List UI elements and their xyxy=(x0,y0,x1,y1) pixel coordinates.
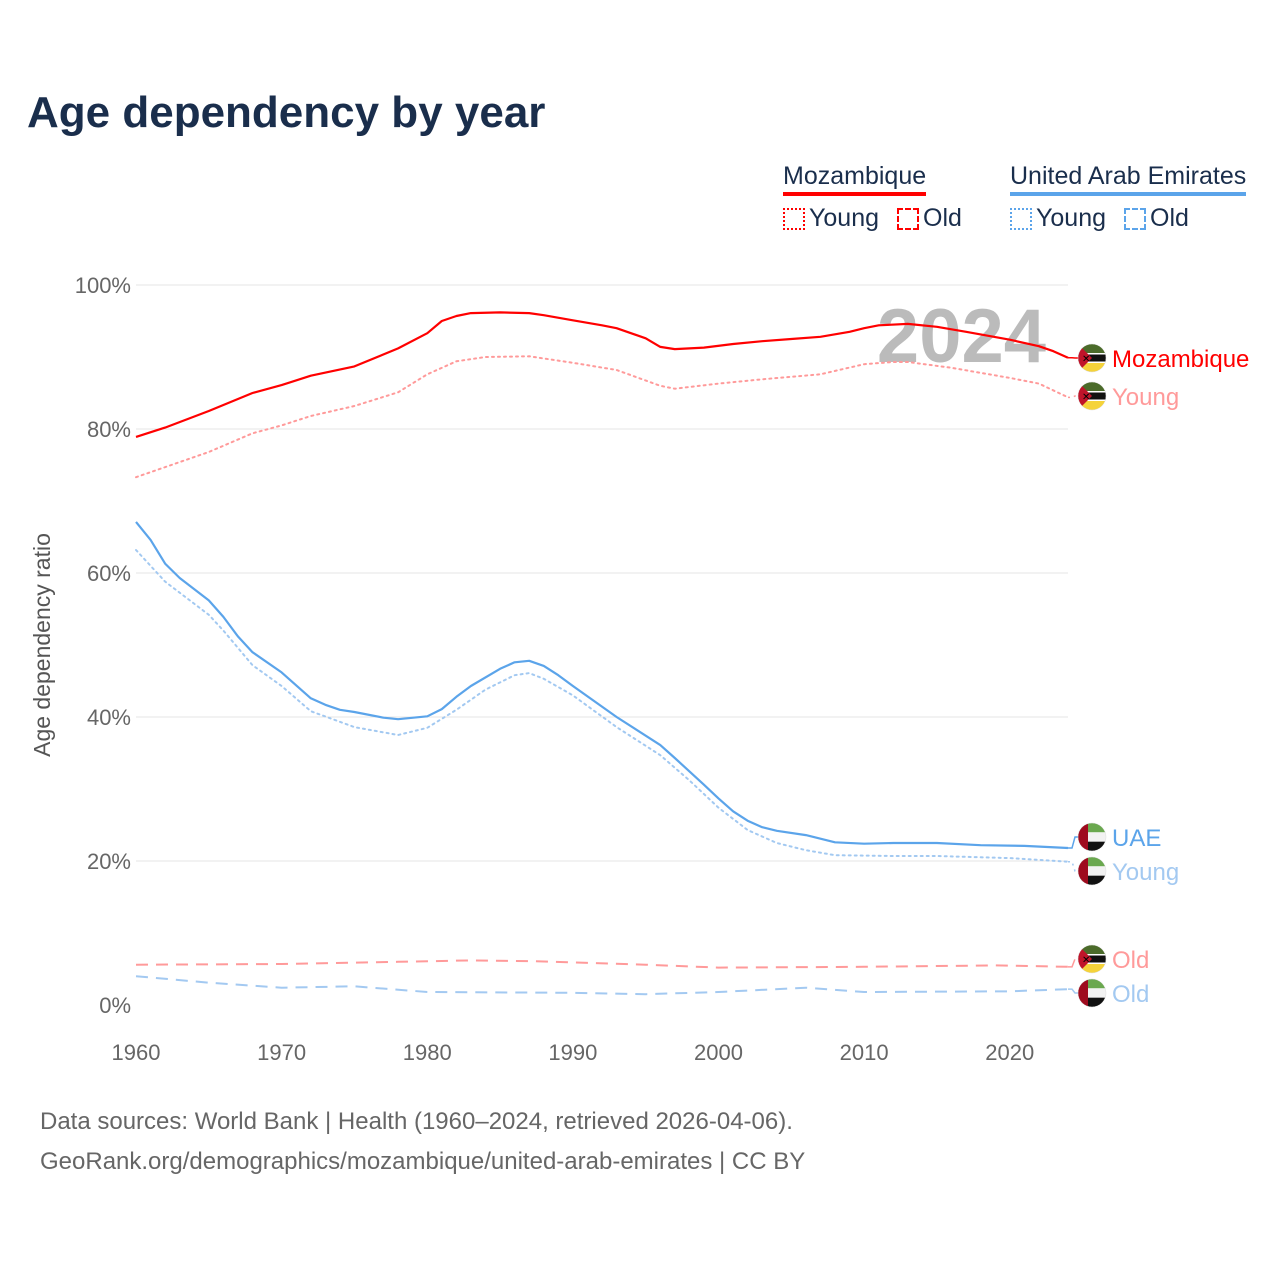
footer-link: GeoRank.org/demographics/mozambique/unit… xyxy=(40,1148,806,1175)
legend-label: Young xyxy=(1036,204,1106,232)
end-label-flag xyxy=(1077,822,1107,852)
series-line-mozambique-old xyxy=(135,959,1069,969)
x-tick-label: 1960 xyxy=(112,1040,161,1065)
mozambique-flag-icon: ✕ xyxy=(1078,344,1106,372)
y-tick-label: 60% xyxy=(87,561,131,586)
series-line-uae-old xyxy=(135,975,1069,996)
legend-label: Old xyxy=(1150,204,1189,232)
y-tick-label: 80% xyxy=(87,417,131,442)
dashed-swatch-icon xyxy=(897,207,919,230)
y-tick-label: 20% xyxy=(87,849,131,874)
series-line-uae xyxy=(135,521,1069,850)
legend-mozambique: Mozambique Young Old xyxy=(783,162,962,233)
end-label-flag xyxy=(1077,978,1107,1008)
end-label: Old xyxy=(1112,947,1149,974)
mozambique-flag-icon: ✕ xyxy=(1078,382,1106,410)
leader-line xyxy=(1068,836,1080,849)
x-tick-label: 1980 xyxy=(403,1040,452,1065)
x-tick-label: 2010 xyxy=(840,1040,889,1065)
uae-flag-icon xyxy=(1078,823,1106,851)
end-label: Mozambique xyxy=(1112,346,1249,373)
end-label: Young xyxy=(1112,859,1179,886)
leader-line xyxy=(1068,988,1080,994)
legend-label: Old xyxy=(923,204,962,232)
svg-text:✕: ✕ xyxy=(1082,354,1090,365)
uae-flag-icon xyxy=(1078,979,1106,1007)
end-label-flag: ✕ xyxy=(1077,381,1107,411)
leader-line xyxy=(1068,958,1080,968)
leader-line xyxy=(1068,860,1080,872)
svg-text:✕: ✕ xyxy=(1082,955,1090,966)
uae-flag-icon xyxy=(1078,857,1106,885)
y-tick-label: 40% xyxy=(87,705,131,730)
x-tick-label: 1970 xyxy=(257,1040,306,1065)
x-tick-label: 2020 xyxy=(985,1040,1034,1065)
x-tick-label: 1990 xyxy=(548,1040,597,1065)
series-line-uae-young xyxy=(135,549,1069,863)
legend-item-young: Young xyxy=(783,204,879,233)
leader-line xyxy=(1068,395,1080,399)
series-line-mozambique xyxy=(135,311,1069,438)
y-tick-label: 0% xyxy=(99,993,131,1018)
year-annotation: 2024 xyxy=(877,294,1046,379)
series-line-mozambique-young xyxy=(135,355,1069,479)
svg-text:✕: ✕ xyxy=(1082,392,1090,403)
legend-label: Young xyxy=(809,204,879,232)
legend-item-old: Old xyxy=(1124,204,1189,233)
legend-country-label: United Arab Emirates xyxy=(1010,162,1247,196)
end-label: UAE xyxy=(1112,825,1161,852)
dashed-swatch-icon xyxy=(1124,207,1146,230)
end-label-flag: ✕ xyxy=(1077,343,1107,373)
mozambique-flag-icon: ✕ xyxy=(1078,945,1106,973)
end-label: Young xyxy=(1112,384,1179,411)
dotted-swatch-icon xyxy=(1010,207,1032,230)
y-axis-label: Age dependency ratio xyxy=(29,533,55,757)
chart-title: Age dependency by year xyxy=(27,88,546,137)
end-label: Old xyxy=(1112,981,1149,1008)
dotted-swatch-icon xyxy=(783,207,805,230)
footer-sources: Data sources: World Bank | Health (1960–… xyxy=(40,1108,793,1135)
x-tick-label: 2000 xyxy=(694,1040,743,1065)
legend-uae: United Arab Emirates Young Old xyxy=(1010,162,1247,233)
y-tick-label: 100% xyxy=(75,273,131,298)
legend-country-label: Mozambique xyxy=(783,162,927,196)
legend-item-old: Old xyxy=(897,204,962,233)
legend-item-young: Young xyxy=(1010,204,1106,233)
end-label-flag: ✕ xyxy=(1077,944,1107,974)
end-label-flag xyxy=(1077,856,1107,886)
